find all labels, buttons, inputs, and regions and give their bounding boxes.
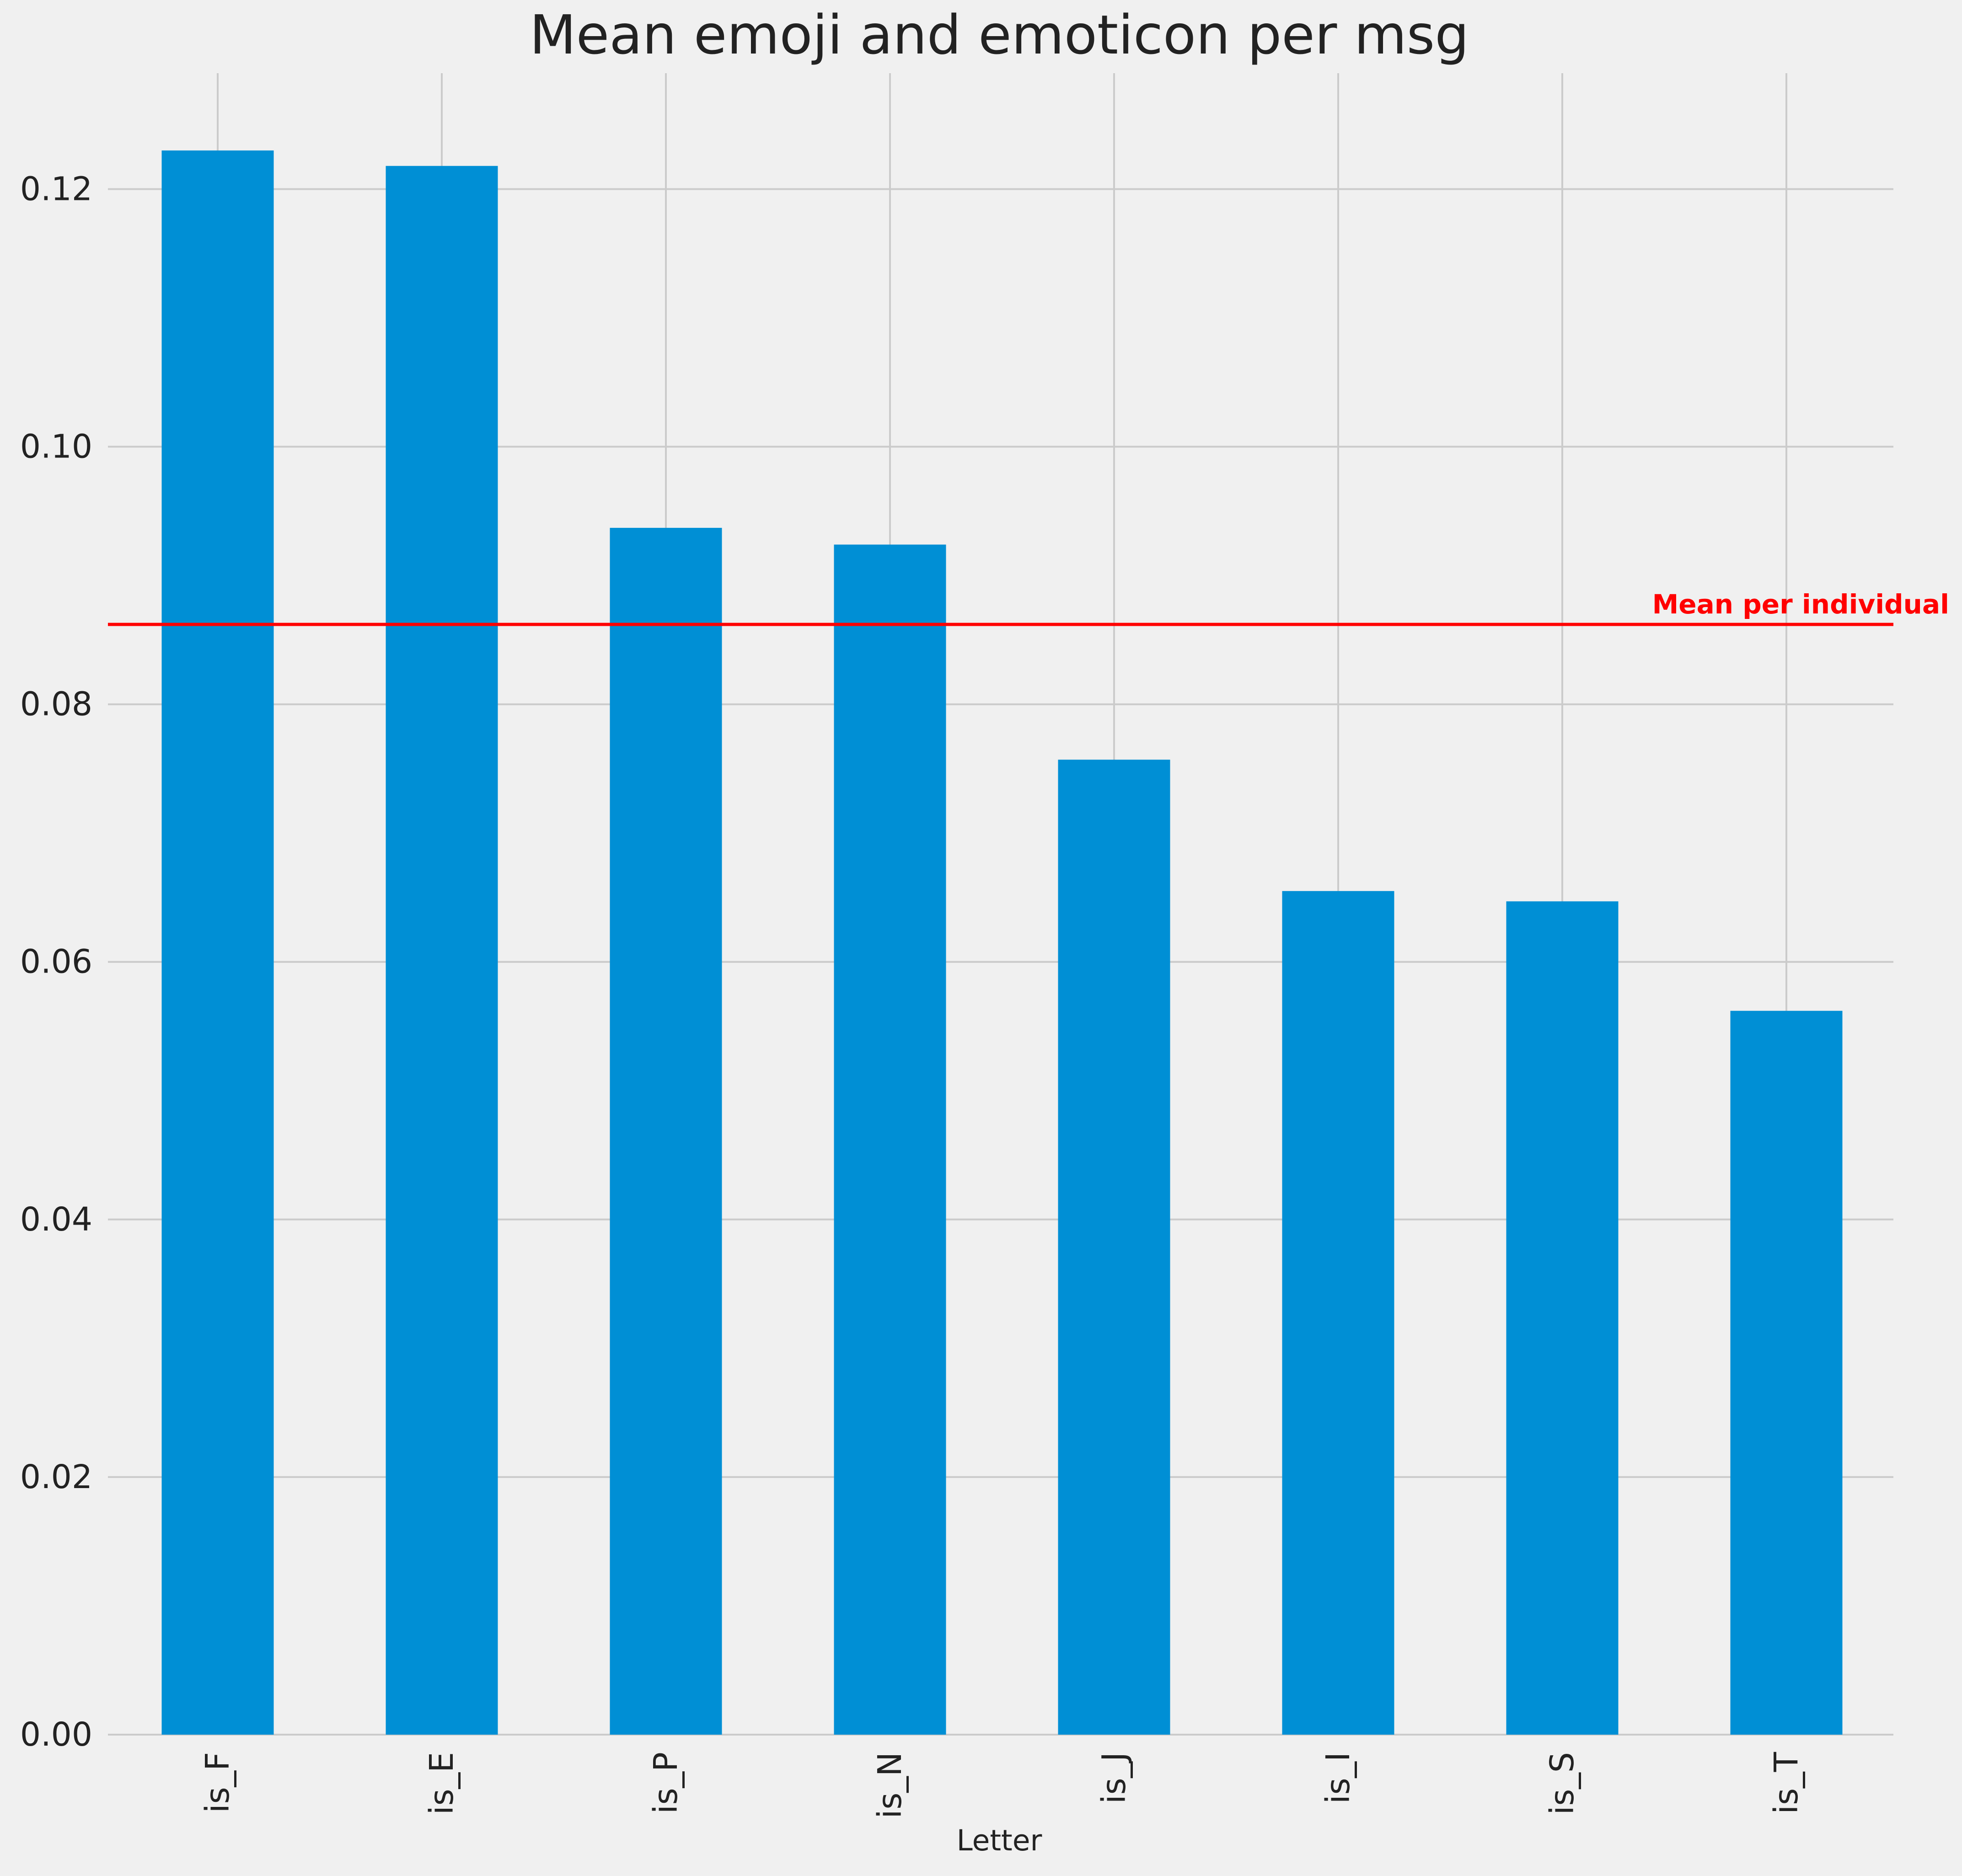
bar-is-i bbox=[1282, 891, 1394, 1735]
x-tick-label: is_S bbox=[1543, 1752, 1581, 1815]
chart-title: Mean emoji and emoticon per msg bbox=[530, 3, 1469, 66]
y-tick-label: 0.06 bbox=[20, 943, 92, 981]
bar-is-p bbox=[610, 527, 722, 1735]
x-tick-label: is_F bbox=[198, 1752, 236, 1813]
tick-labels: 0.00 0.02 0.04 0.06 0.08 0.10 0.12 is_F is_E is_P… bbox=[20, 170, 1805, 1818]
y-tick-label: 0.10 bbox=[20, 427, 92, 465]
y-tick-label: 0.04 bbox=[20, 1200, 92, 1238]
y-tick-label: 0.00 bbox=[20, 1715, 92, 1753]
x-tick-label: is_T bbox=[1767, 1752, 1805, 1814]
bar-is-f bbox=[161, 150, 274, 1735]
y-tick-label: 0.12 bbox=[20, 170, 92, 208]
y-tick-label: 0.02 bbox=[20, 1458, 92, 1496]
x-tick-label: is_J bbox=[1095, 1752, 1133, 1804]
x-tick-label: is_I bbox=[1319, 1752, 1357, 1804]
y-tick-label: 0.08 bbox=[20, 685, 92, 723]
bar-is-j bbox=[1058, 759, 1170, 1735]
x-tick-label: is_P bbox=[647, 1752, 685, 1814]
x-axis-label: Letter bbox=[957, 1824, 1042, 1857]
x-tick-label: is_N bbox=[871, 1752, 909, 1818]
bar-is-e bbox=[386, 166, 498, 1735]
reference-line-group: Mean per individual bbox=[108, 589, 1949, 626]
mean-reference-label: Mean per individual bbox=[1652, 589, 1949, 620]
bar-is-t bbox=[1730, 1011, 1843, 1735]
bar-is-s bbox=[1506, 901, 1619, 1735]
bars bbox=[161, 150, 1843, 1735]
bar-is-n bbox=[834, 544, 946, 1735]
x-tick-label: is_E bbox=[423, 1752, 461, 1815]
